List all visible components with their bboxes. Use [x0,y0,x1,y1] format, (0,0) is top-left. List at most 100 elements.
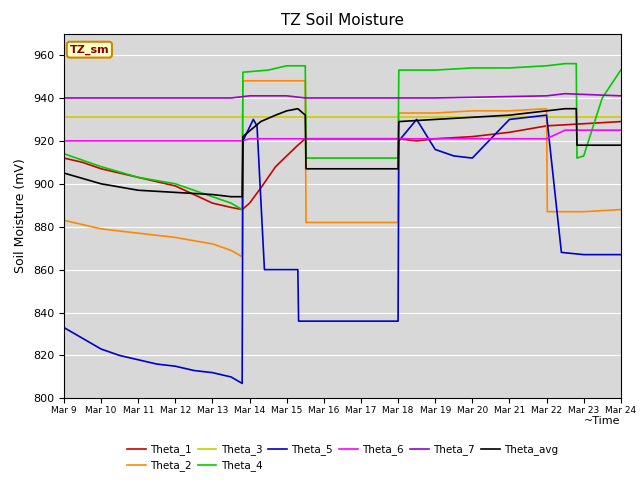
Theta_avg [209,192,216,197]
Theta_6 [543,136,550,142]
Theta_1 [79,159,86,165]
Theta_avg [617,142,625,148]
Theta_6 [617,127,625,133]
Line: Theta_6: Theta_6 [64,130,621,141]
Theta_1 [580,121,588,127]
Theta_6 [561,127,569,133]
Theta_7 [246,93,253,99]
Theta_2 [320,219,328,225]
Theta_2 [264,78,272,84]
Theta_1 [283,153,291,159]
Theta_2 [302,219,310,225]
Theta_4 [60,151,68,156]
Theta_2 [227,248,235,253]
Theta_4 [572,61,580,67]
Theta_5 [506,117,513,122]
Theta_2 [283,78,291,84]
Theta_avg [97,181,105,187]
Theta_4 [394,155,402,161]
Theta_6 [60,138,68,144]
Theta_1 [617,119,625,124]
Line: Theta_7: Theta_7 [64,94,621,98]
Theta_5 [227,374,235,380]
Theta_avg [172,190,179,195]
Theta_1 [413,138,420,144]
Theta_avg [572,106,580,111]
Theta_avg [238,194,246,200]
Theta_4 [468,65,476,71]
Theta_2 [543,209,551,215]
Theta_7 [431,95,439,101]
Theta_5 [468,155,476,161]
Theta_4 [264,67,272,73]
Theta_5 [431,146,439,152]
Theta_2 [580,209,588,215]
Theta_4 [395,67,403,73]
Theta_avg [580,142,588,148]
Theta_2 [394,219,402,225]
Line: Theta_avg: Theta_avg [64,108,621,197]
Theta_2 [617,207,625,213]
Theta_5 [250,117,257,122]
Theta_7 [227,95,235,101]
Theta_1 [172,183,179,189]
Theta_1 [301,136,309,142]
Theta_5 [394,318,402,324]
Theta_4 [238,207,246,213]
Theta_avg [272,112,280,118]
Theta_5 [617,252,625,257]
Theta_7 [301,95,309,101]
Theta_7 [561,91,569,96]
Theta_5 [557,250,565,255]
Theta_4 [561,61,569,67]
Theta_7 [394,95,402,101]
Theta_avg [357,166,365,172]
Line: Theta_2: Theta_2 [64,81,621,257]
Theta_7 [617,93,625,99]
Theta_avg [257,119,264,124]
Theta_4 [506,65,513,71]
Theta_avg [394,166,402,172]
Theta_avg [431,117,439,122]
Theta_5 [580,252,588,257]
Theta_5 [413,117,420,122]
Theta_1 [190,192,198,197]
Theta_4 [357,155,365,161]
Theta_5 [395,138,403,144]
Theta_avg [239,134,247,140]
Theta_2 [238,254,246,260]
Theta_5 [190,368,198,373]
Theta_5 [295,318,303,324]
Theta_5 [260,267,268,273]
Theta_1 [320,136,328,142]
Theta_6 [238,138,246,144]
Theta_5 [558,250,566,255]
Theta_4 [431,67,439,73]
Theta_2 [97,226,105,232]
Theta_5 [153,361,161,367]
Theta_avg [283,108,291,114]
Line: Theta_1: Theta_1 [64,121,621,210]
Theta_2 [357,219,365,225]
Theta_2 [134,230,142,236]
Theta_2 [468,108,476,114]
Theta_7 [543,93,550,99]
Theta_avg [543,108,550,114]
Theta_5 [97,346,105,352]
Theta_avg [561,106,569,111]
Theta_avg [395,119,403,124]
Theta_4 [617,67,625,73]
Theta_5 [283,267,291,273]
Theta_4 [573,155,581,161]
Theta_2 [172,235,179,240]
Theta_1 [431,136,439,142]
Theta_1 [468,134,476,140]
Theta_7 [60,95,68,101]
Theta_1 [153,179,161,184]
Theta_avg [60,170,68,176]
Theta_avg [320,166,328,172]
Theta_1 [209,200,216,206]
Theta_avg [302,166,310,172]
Theta_4 [543,63,550,69]
Line: Theta_4: Theta_4 [64,64,621,210]
